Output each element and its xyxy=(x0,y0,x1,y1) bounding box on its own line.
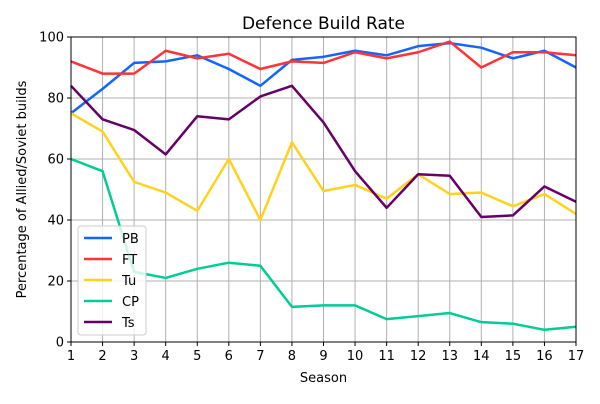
x-axis-label: Season xyxy=(300,371,347,386)
x-tick-label: 17 xyxy=(568,349,585,364)
legend-label: PB xyxy=(122,232,139,247)
series-line-ft xyxy=(70,40,577,75)
y-tick-label: 40 xyxy=(47,214,64,229)
x-tick-label: 12 xyxy=(410,349,427,364)
x-tick-label: 5 xyxy=(193,349,201,364)
legend-label: FT xyxy=(122,253,137,268)
x-tick-label: 3 xyxy=(130,349,138,364)
x-tick-label: 15 xyxy=(505,349,522,364)
series-line-ts xyxy=(70,84,577,219)
legend-label: Tu xyxy=(121,274,136,289)
chart-title: Defence Build Rate xyxy=(242,14,405,34)
x-tick-label: 1 xyxy=(67,349,75,364)
x-tick-label: 9 xyxy=(319,349,327,364)
y-axis-label: Percentage of Allied/Soviet builds xyxy=(15,80,30,298)
x-tick-label: 14 xyxy=(473,349,490,364)
x-tick-label: 16 xyxy=(536,349,553,364)
x-tick-label: 2 xyxy=(98,349,106,364)
y-tick-label: 80 xyxy=(47,92,64,107)
legend-label: CP xyxy=(122,295,139,310)
series-line-cp xyxy=(70,157,577,332)
x-tick-label: 8 xyxy=(288,349,296,364)
x-tick-label: 11 xyxy=(378,349,395,364)
legend-label: Ts xyxy=(121,316,135,331)
x-tick-label: 4 xyxy=(162,349,170,364)
y-tick-label: 20 xyxy=(47,275,64,290)
x-tick-label: 7 xyxy=(256,349,264,364)
y-tick-label: 60 xyxy=(47,153,64,168)
series-line-tu xyxy=(70,112,577,222)
x-tick-label: 10 xyxy=(347,349,364,364)
legend: PB FT Tu CP Ts xyxy=(77,225,147,336)
series-lines xyxy=(70,40,577,332)
x-tick-label: 6 xyxy=(225,349,233,364)
y-tick-label: 0 xyxy=(56,336,64,351)
y-tick-label: 100 xyxy=(39,31,64,46)
x-tick-label: 13 xyxy=(441,349,458,364)
series-line-pb xyxy=(70,41,577,115)
